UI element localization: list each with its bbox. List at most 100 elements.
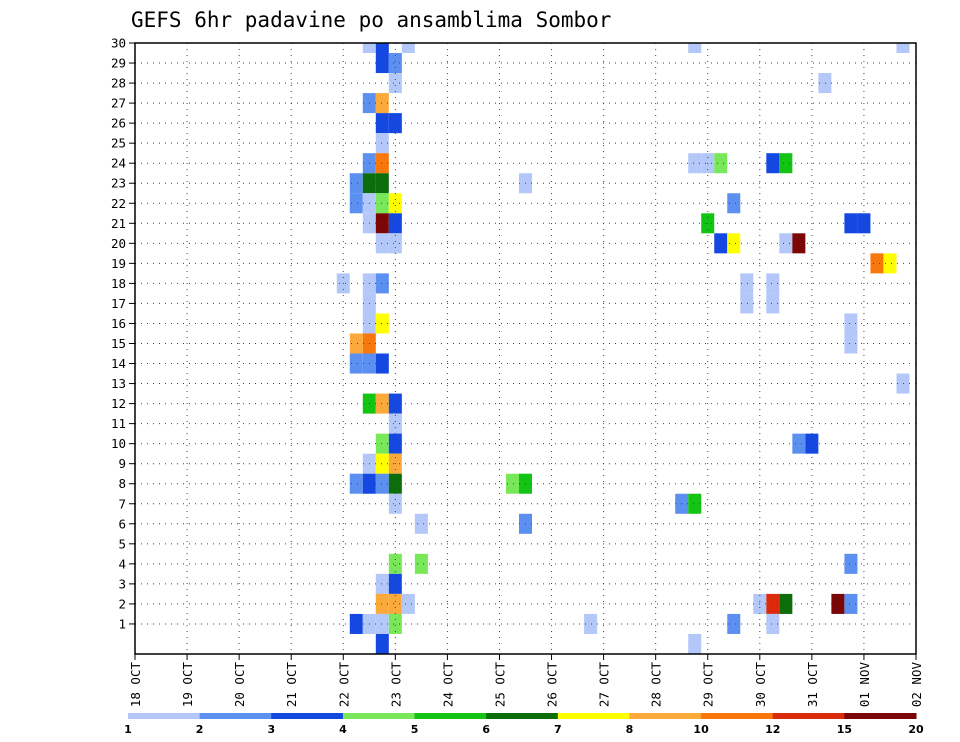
heatmap-cells (336, 43, 910, 654)
heatmap-cell (688, 493, 702, 514)
colorbar-segment (486, 713, 559, 719)
colorbar-label: 6 (482, 723, 490, 736)
y-axis-ticks: 1234567891011121314151617181920212223242… (111, 36, 135, 631)
x-tick-label: 30 OCT (753, 662, 768, 708)
heatmap-cell (766, 273, 780, 294)
heatmap-cell (844, 593, 858, 614)
heatmap-cell (766, 153, 780, 174)
y-tick-label: 17 (111, 296, 126, 311)
x-tick-label: 31 OCT (805, 662, 820, 708)
y-tick-label: 28 (111, 76, 126, 91)
colorbar-label: 20 (908, 723, 924, 736)
colorbar-segment (701, 713, 774, 719)
y-tick-label: 27 (111, 96, 126, 111)
heatmap-cell (414, 553, 428, 574)
heatmap-cell (388, 473, 402, 494)
grid-lines (135, 42, 916, 654)
heatmap-cell (349, 613, 363, 634)
x-tick-label: 22 OCT (336, 662, 351, 708)
y-tick-label: 7 (118, 496, 126, 511)
colorbar-segment (844, 713, 917, 719)
colorbar-label: 3 (267, 723, 275, 736)
heatmap-cell (740, 273, 754, 294)
heatmap-cell (375, 473, 389, 494)
y-tick-label: 9 (118, 456, 126, 471)
y-tick-label: 3 (118, 576, 126, 591)
heatmap-cell (388, 53, 402, 74)
heatmap-cell (375, 433, 389, 454)
heatmap-cell (375, 133, 389, 154)
heatmap-cell (844, 333, 858, 354)
x-axis-ticks: 18 OCT 19 OCT 20 OCT 21 OCT 22 OCT 23 OCT 24 O… (128, 654, 924, 707)
colorbar-segment (629, 713, 702, 719)
heatmap-cell (375, 213, 389, 234)
colorbar-segment (271, 713, 344, 719)
heatmap-cell (349, 193, 363, 214)
heatmap-cell (349, 333, 363, 354)
heatmap-cell (388, 553, 402, 574)
x-tick-label: 01 NOV (857, 662, 872, 708)
x-tick-label: 02 NOV (909, 662, 924, 708)
colorbar-segment (199, 713, 272, 719)
y-tick-label: 1 (118, 616, 126, 631)
heatmap-cell (896, 43, 910, 54)
heatmap-cell (375, 53, 389, 74)
heatmap-cell (388, 433, 402, 454)
heatmap-cell (792, 433, 806, 454)
x-tick-label: 19 OCT (180, 662, 195, 708)
y-tick-label: 11 (111, 416, 126, 431)
y-tick-label: 26 (111, 116, 126, 131)
y-tick-label: 18 (111, 276, 126, 291)
x-tick-label: 29 OCT (701, 662, 716, 708)
plot-frame (134, 42, 917, 655)
y-tick-label: 22 (111, 196, 126, 211)
colorbar-segment (414, 713, 487, 719)
y-tick-label: 20 (111, 236, 126, 251)
heatmap-cell (375, 593, 389, 614)
heatmap-cell (714, 233, 728, 254)
heatmap-cell (388, 413, 402, 434)
y-tick-label: 5 (118, 536, 126, 551)
heatmap-cell (375, 573, 389, 594)
heatmap-cell (375, 613, 389, 634)
heatmap-cell (375, 313, 389, 334)
heatmap-cell (349, 353, 363, 374)
colorbar-segment (128, 713, 201, 719)
heatmap-cell (349, 173, 363, 194)
heatmap-cell (375, 273, 389, 294)
heatmap-cell (375, 43, 389, 54)
heatmap-cell (584, 613, 598, 634)
colorbar-segment (772, 713, 845, 719)
heatmap-cell (740, 293, 754, 314)
heatmap-cell (805, 433, 819, 454)
heatmap-cell (844, 313, 858, 334)
x-tick-label: 21 OCT (284, 662, 299, 708)
heatmap-cell (388, 113, 402, 134)
colorbar: 1 2 3 4 5 6 7 8 10 12 15 20 (124, 713, 924, 736)
chart-title: GEFS 6hr padavine po ansamblima Sombor (131, 8, 611, 32)
heatmap-cell (375, 453, 389, 474)
heatmap-cell (375, 153, 389, 174)
colorbar-label: 1 (124, 723, 132, 736)
heatmap-cell (388, 493, 402, 514)
colorbar-label: 8 (626, 723, 634, 736)
y-tick-label: 12 (111, 396, 126, 411)
heatmap-cell (766, 293, 780, 314)
y-tick-label: 6 (118, 516, 126, 531)
y-tick-label: 23 (111, 176, 126, 191)
heatmap-cell (870, 253, 884, 274)
colorbar-label: 7 (554, 723, 562, 736)
y-tick-label: 30 (111, 36, 126, 51)
heatmap-cell (883, 253, 897, 274)
colorbar-label: 5 (411, 723, 419, 736)
x-tick-label: 28 OCT (649, 662, 664, 708)
x-tick-label: 24 OCT (440, 662, 455, 708)
y-tick-label: 16 (111, 316, 126, 331)
colorbar-label: 2 (196, 723, 204, 736)
heatmap-cell (375, 353, 389, 374)
heatmap-cell (766, 613, 780, 634)
heatmap-cell (375, 113, 389, 134)
heatmap-cell (375, 233, 389, 254)
heatmap-cell (388, 233, 402, 254)
